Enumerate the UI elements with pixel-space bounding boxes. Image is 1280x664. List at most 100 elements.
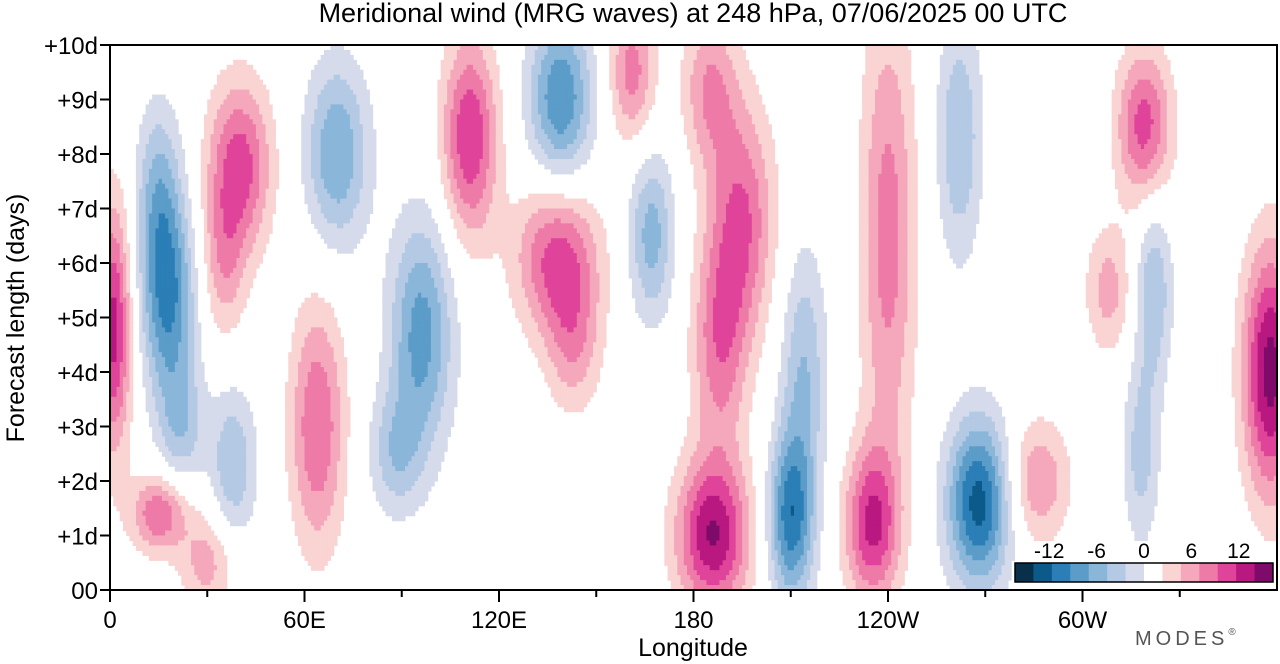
heatmap-cell (668, 174, 672, 180)
heatmap-cell (353, 60, 357, 66)
heatmap-cell (499, 109, 503, 115)
heatmap-cell (907, 55, 911, 61)
heatmap-cell (373, 139, 377, 145)
heatmap-cell (979, 90, 983, 96)
heatmap-cell (651, 90, 655, 96)
heatmap-cell (275, 164, 279, 170)
heatmap-cell (979, 75, 983, 81)
heatmap-cell (775, 184, 779, 190)
heatmap-cell (979, 174, 983, 180)
heatmap-cell (664, 164, 668, 170)
heatmap-cell (185, 184, 189, 190)
heatmap-cell (502, 164, 506, 170)
heatmap-cell (275, 184, 279, 190)
heatmap-cell (914, 149, 918, 155)
heatmap-cell (758, 100, 762, 106)
heatmap-cell (1173, 90, 1177, 96)
heatmap-cell (373, 149, 377, 155)
heatmap-cell (914, 169, 918, 175)
heatmap-cell (651, 100, 655, 106)
heatmap-cell (347, 50, 351, 56)
heatmap-cell (976, 55, 980, 61)
heatmap-cell (499, 90, 503, 96)
heatmap-cell (664, 169, 668, 175)
heatmap-cell (755, 85, 759, 91)
heatmap-cell (272, 139, 276, 145)
heatmap-cell (181, 149, 185, 155)
heatmap-cell (914, 154, 918, 160)
heatmap-cell (1173, 124, 1177, 130)
heatmap-cell (502, 144, 506, 150)
heatmap-cell (645, 114, 649, 120)
heatmap-cell (185, 189, 189, 195)
heatmap-cell (979, 169, 983, 175)
heatmap-cell (979, 184, 983, 190)
heatmap-cell (499, 104, 503, 110)
heatmap-cell (979, 189, 983, 195)
heatmap-cell (771, 144, 775, 150)
heatmap-cell (1173, 144, 1177, 150)
heatmap-cell (269, 104, 273, 110)
heatmap-cell (1167, 60, 1171, 66)
heatmap-cell (259, 80, 263, 86)
heatmap-cell (907, 70, 911, 76)
heatmap-cell (1167, 70, 1171, 76)
heatmap-cell (350, 55, 354, 61)
heatmap-cell (762, 104, 766, 110)
heatmap-cell (502, 154, 506, 160)
heatmap-cell (593, 124, 597, 130)
heatmap-cell (178, 134, 182, 140)
heatmap-cell (502, 174, 506, 180)
heatmap-cell (979, 129, 983, 135)
heatmap-cell (363, 80, 367, 86)
heatmap-cell (577, 164, 581, 170)
heatmap-cell (496, 75, 500, 81)
heatmap-cell (1157, 184, 1161, 190)
heatmap-cell (373, 169, 377, 175)
heatmap-cell (911, 90, 915, 96)
heatmap-cell (593, 109, 597, 115)
heatmap-cell (762, 109, 766, 115)
heatmap-cell (113, 174, 117, 180)
heatmap-cell (911, 109, 915, 115)
heatmap-cell (911, 134, 915, 140)
heatmap-cell (175, 129, 179, 135)
heatmap-cell (593, 60, 597, 66)
heatmap-cell (907, 50, 911, 56)
heatmap-cell (979, 100, 983, 106)
heatmap-cell (655, 50, 659, 56)
heatmap-cell (253, 70, 257, 76)
heatmap-cell (256, 75, 260, 81)
heatmap-cell (272, 129, 276, 135)
heatmap-cell (120, 194, 124, 200)
heatmap-cell (911, 104, 915, 110)
heatmap-cell (1160, 50, 1164, 56)
heatmap-cell (360, 70, 364, 76)
heatmap-cell (661, 159, 665, 165)
heatmap-cell (1167, 174, 1171, 180)
heatmap-cell (758, 95, 762, 101)
heatmap-cell (629, 134, 633, 140)
heatmap-cell (272, 189, 276, 195)
heatmap-cell (593, 104, 597, 110)
heatmap-cell (502, 184, 506, 190)
heatmap-cell (651, 95, 655, 101)
heatmap-cell (369, 114, 373, 120)
heatmap-cell (911, 100, 915, 106)
heatmap-cell (907, 65, 911, 71)
heatmap-cell (369, 104, 373, 110)
heatmap-cell (655, 75, 659, 81)
heatmap-cell (771, 139, 775, 145)
heatmap-cell (638, 124, 642, 130)
heatmap-cell (979, 149, 983, 155)
heatmap-cell (668, 179, 672, 185)
heatmap-cell (914, 184, 918, 190)
heatmap-cell (499, 119, 503, 125)
heatmap-cell (752, 75, 756, 81)
heatmap-cell (356, 65, 360, 71)
heatmap-cell (1170, 164, 1174, 170)
heatmap-cell (373, 144, 377, 150)
heatmap-cell (1151, 189, 1155, 195)
heatmap-cell (373, 159, 377, 165)
heatmap-cell (369, 119, 373, 125)
